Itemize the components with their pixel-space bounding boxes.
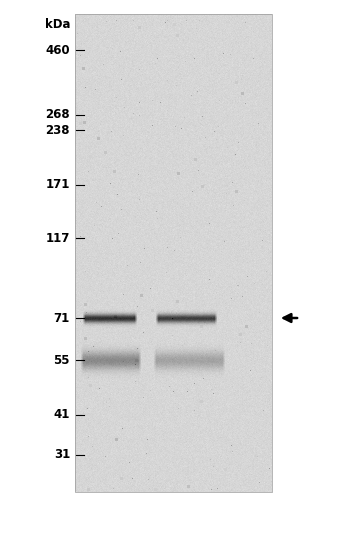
Text: 71: 71: [54, 311, 70, 324]
Text: 171: 171: [46, 178, 70, 192]
Text: kDa: kDa: [44, 18, 70, 31]
Text: 268: 268: [45, 109, 70, 121]
Text: 117: 117: [46, 232, 70, 244]
Bar: [75, 14, 272, 492]
Text: 460: 460: [45, 43, 70, 57]
Text: 31: 31: [54, 449, 70, 462]
Text: 238: 238: [45, 124, 70, 137]
Text: 41: 41: [54, 408, 70, 422]
Text: 55: 55: [54, 354, 70, 367]
